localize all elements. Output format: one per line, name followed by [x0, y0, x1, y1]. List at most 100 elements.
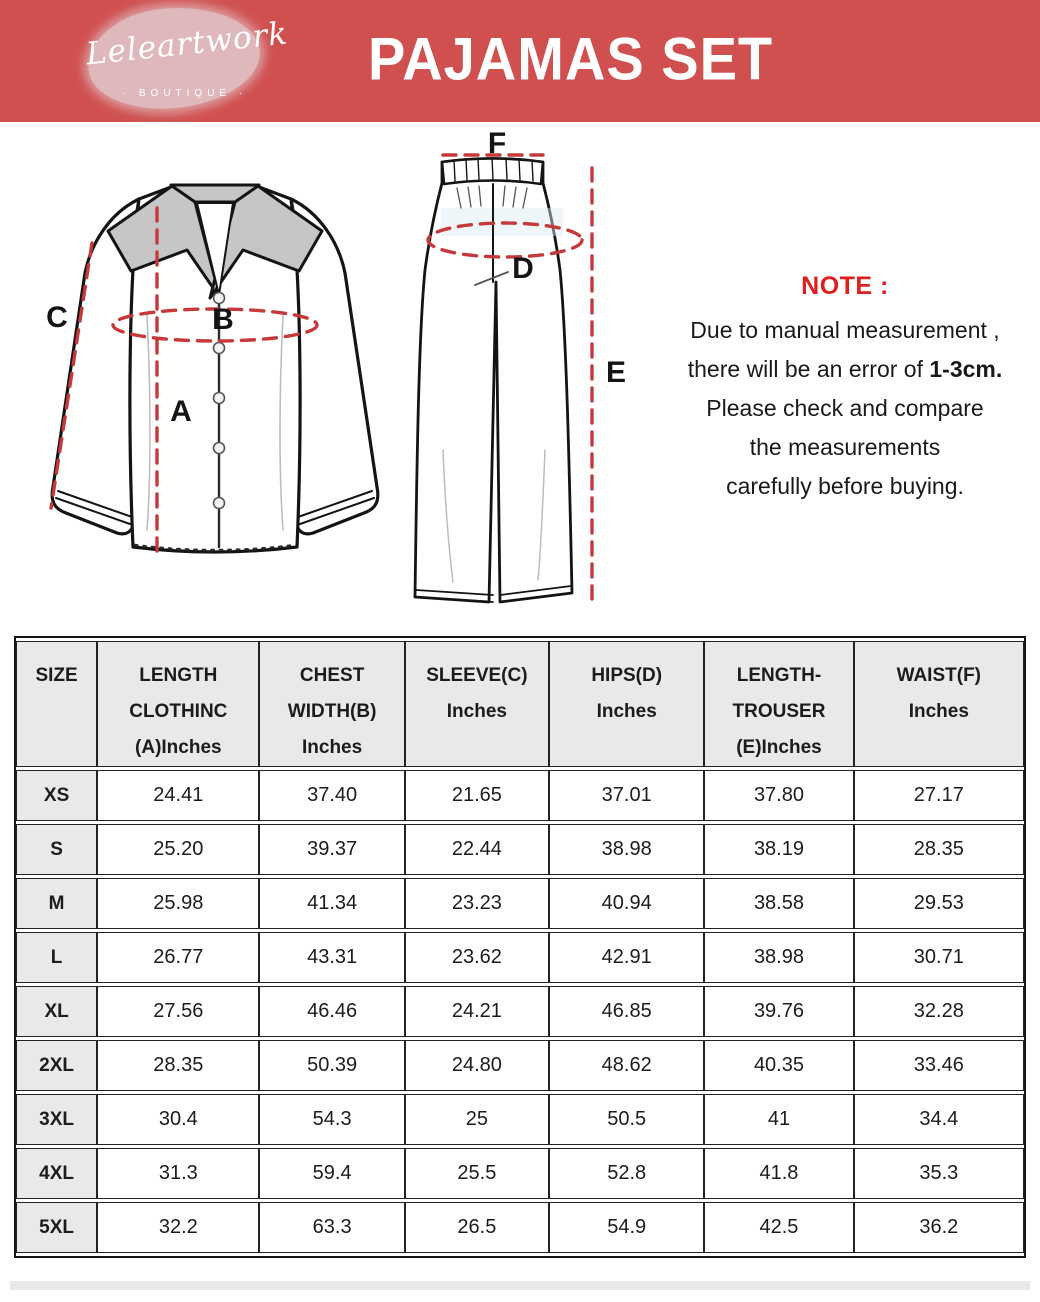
measurement-cell: 40.94: [549, 878, 705, 929]
size-cell: 5XL: [16, 1202, 98, 1253]
size-cell: L: [16, 932, 98, 983]
measurement-cell: 23.23: [404, 878, 550, 929]
measurement-cell: 30.4: [97, 1094, 260, 1145]
measurement-cell: 42.91: [549, 932, 705, 983]
measurement-cell: 38.98: [549, 824, 705, 875]
label-trouser-e: E: [605, 356, 627, 389]
column-header: LENGTH CLOTHINC (A)Inches: [97, 641, 260, 767]
measurement-note: NOTE : Due to manual measurement , there…: [650, 272, 1040, 506]
measurement-cell: 32.28: [853, 986, 1024, 1037]
measurement-cell: 41.34: [259, 878, 405, 929]
pajama-pants-illustration: [413, 153, 594, 605]
label-length-a: A: [170, 395, 192, 428]
measurement-cell: 25: [404, 1094, 550, 1145]
page-title: PAJAMAS SET: [368, 24, 774, 93]
note-line: Due to manual measurement ,: [690, 317, 1000, 343]
note-heading: NOTE :: [801, 272, 889, 300]
label-hips-d: D: [512, 252, 534, 285]
table-row: S 25.20 39.37 22.44 38.98 38.19 28.35: [16, 824, 1024, 875]
column-header: LENGTH- TROUSER (E)Inches: [704, 641, 854, 767]
measurement-cell: 27.56: [97, 986, 260, 1037]
column-header: SLEEVE(C) Inches: [404, 641, 550, 767]
measurement-cell: 38.58: [704, 878, 854, 929]
measurement-cell: 25.98: [97, 878, 260, 929]
measurement-cell: 46.46: [259, 986, 405, 1037]
measurement-cell: 59.4: [259, 1148, 405, 1199]
column-header: HIPS(D) Inches: [549, 641, 705, 767]
table-row: 5XL 32.2 63.3 26.5 54.9 42.5 36.2: [16, 1202, 1024, 1253]
measurement-diagram: A B C D E F NOTE : Due to manual measure…: [0, 122, 1040, 634]
size-cell: XS: [16, 770, 98, 821]
label-sleeve-c: C: [46, 301, 68, 334]
size-cell: M: [16, 878, 98, 929]
measurement-cell: 37.01: [549, 770, 705, 821]
measurement-cell: 24.80: [404, 1040, 550, 1091]
measurement-cell: 23.62: [404, 932, 550, 983]
table-row: XS 24.41 37.40 21.65 37.01 37.80 27.17: [16, 770, 1024, 821]
table-row: 2XL 28.35 50.39 24.80 48.62 40.35 33.46: [16, 1040, 1024, 1091]
measurement-cell: 28.35: [853, 824, 1024, 875]
measurement-cell: 24.21: [404, 986, 550, 1037]
measurement-cell: 41.8: [704, 1148, 854, 1199]
table-row: 4XL 31.3 59.4 25.5 52.8 41.8 35.3: [16, 1148, 1024, 1199]
note-error-range: 1-3cm.: [929, 356, 1003, 382]
measurement-cell: 38.98: [704, 932, 854, 983]
measurement-cell: 28.35: [97, 1040, 260, 1091]
size-table: SIZE LENGTH CLOTHINC (A)Inches CHEST WIDTH…: [14, 636, 1026, 1258]
measurement-cell: 50.39: [259, 1040, 405, 1091]
measurement-cell: 24.41: [97, 770, 260, 821]
measurement-cell: 29.53: [853, 878, 1024, 929]
measurement-cell: 38.19: [704, 824, 854, 875]
measurement-cell: 25.20: [97, 824, 260, 875]
measurement-cell: 43.31: [259, 932, 405, 983]
measurement-cell: 46.85: [549, 986, 705, 1037]
measurement-cell: 40.35: [704, 1040, 854, 1091]
measurement-cell: 63.3: [259, 1202, 405, 1253]
label-chest-b: B: [212, 303, 234, 336]
measurement-cell: 50.5: [549, 1094, 705, 1145]
measurement-cell: 37.80: [704, 770, 854, 821]
measurement-cell: 30.71: [853, 932, 1024, 983]
measurement-cell: 52.8: [549, 1148, 705, 1199]
measurement-cell: 36.2: [853, 1202, 1024, 1253]
measurement-cell: 25.5: [404, 1148, 550, 1199]
column-header: WAIST(F) Inches: [853, 641, 1024, 767]
table-row: L 26.77 43.31 23.62 42.91 38.98 30.71: [16, 932, 1024, 983]
brand-logo: Leleartwork · BOUTIQUE ·: [60, 0, 360, 122]
measurement-cell: 41: [704, 1094, 854, 1145]
measurement-cell: 27.17: [853, 770, 1024, 821]
measurement-cell: 35.3: [853, 1148, 1024, 1199]
size-cell: 4XL: [16, 1148, 98, 1199]
measurement-cell: 21.65: [404, 770, 550, 821]
measurement-cell: 39.76: [704, 986, 854, 1037]
measurement-cell: 42.5: [704, 1202, 854, 1253]
size-table-body: XS 24.41 37.40 21.65 37.01 37.80 27.17 S 25.20 39…: [16, 770, 1024, 1253]
measurement-cell: 54.3: [259, 1094, 405, 1145]
measurement-cell: 54.9: [549, 1202, 705, 1253]
size-cell: 2XL: [16, 1040, 98, 1091]
size-cell: 3XL: [16, 1094, 98, 1145]
note-line: Please check and compare: [706, 395, 984, 421]
label-waist-f: F: [487, 127, 507, 160]
size-cell: XL: [16, 986, 98, 1037]
measurement-cell: 32.2: [97, 1202, 260, 1253]
table-row: M 25.98 41.34 23.23 40.94 38.58 29.53: [16, 878, 1024, 929]
pajama-top-illustration: [49, 183, 380, 554]
size-cell: S: [16, 824, 98, 875]
size-table-header-row: SIZE LENGTH CLOTHINC (A)Inches CHEST WIDTH…: [16, 641, 1024, 767]
measurement-cell: 31.3: [97, 1148, 260, 1199]
measurement-cell: 34.4: [853, 1094, 1024, 1145]
header-banner: Leleartwork · BOUTIQUE · PAJAMAS SET: [0, 0, 1040, 122]
measurement-cell: 26.77: [97, 932, 260, 983]
column-header: SIZE: [16, 641, 98, 767]
note-line: carefully before buying.: [726, 473, 964, 499]
table-bottom-shadow: [10, 1281, 1030, 1290]
measurement-cell: 37.40: [259, 770, 405, 821]
note-line: the measurements: [749, 434, 941, 460]
table-row: XL 27.56 46.46 24.21 46.85 39.76 32.28: [16, 986, 1024, 1037]
measurement-cell: 33.46: [853, 1040, 1024, 1091]
measurement-cell: 26.5: [404, 1202, 550, 1253]
measurement-cell: 48.62: [549, 1040, 705, 1091]
measurement-cell: 39.37: [259, 824, 405, 875]
